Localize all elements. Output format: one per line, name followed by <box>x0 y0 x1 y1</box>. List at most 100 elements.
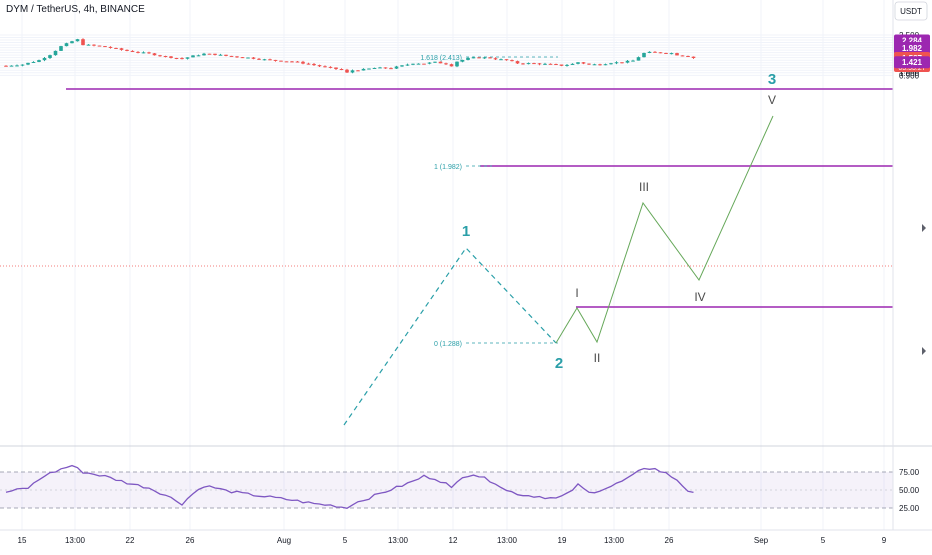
candle-body <box>548 63 553 65</box>
candle-body <box>312 63 316 66</box>
candle-body <box>449 64 454 67</box>
candle-body <box>466 57 470 60</box>
badge-1587-countdown: 03:53:27 <box>898 65 925 72</box>
candle-body <box>59 46 63 51</box>
impulse-wave-dashed <box>343 247 557 426</box>
candle-body <box>213 53 217 55</box>
candle-body <box>108 46 113 48</box>
time-tick-label: 5 <box>343 536 348 545</box>
candle-body <box>631 60 635 62</box>
time-tick-label: 9 <box>882 536 887 545</box>
candle-body <box>537 63 542 65</box>
candle-body <box>185 57 190 59</box>
candle-body <box>257 58 261 60</box>
candle-body <box>411 63 415 65</box>
candle-body <box>125 49 129 51</box>
candle-body <box>180 58 184 60</box>
candle-body <box>191 55 195 58</box>
candle-body <box>565 64 569 66</box>
candle-body <box>42 57 47 61</box>
candle-body <box>202 53 206 56</box>
candle-body <box>207 53 212 55</box>
candle-body <box>229 55 234 57</box>
currency-label: USDT <box>900 7 922 16</box>
candle-body <box>625 60 630 63</box>
candle-body <box>339 69 344 71</box>
candle-body <box>119 48 124 50</box>
candle-body <box>64 43 69 47</box>
candle-body <box>422 63 426 65</box>
candle-body <box>493 58 498 60</box>
candle-body <box>53 50 58 56</box>
candle-body <box>372 67 377 69</box>
candle-body <box>86 44 91 46</box>
candle-body <box>653 51 657 53</box>
currency-box[interactable] <box>894 1 928 21</box>
scroll-marker-upper[interactable] <box>922 224 926 232</box>
candle-body <box>350 70 355 73</box>
candle-body <box>301 61 305 64</box>
rsi-axis[interactable]: 75.00 50.00 25.00 <box>899 468 920 513</box>
scroll-marker-lower[interactable] <box>922 347 926 355</box>
candle-body <box>279 60 283 62</box>
candle-body <box>691 56 696 59</box>
time-tick-label: 26 <box>186 536 195 545</box>
symbol-title[interactable]: DYM / TetherUS, 4h, BINANCE <box>6 4 145 15</box>
candle-body <box>81 39 85 46</box>
time-tick-label: 13:00 <box>604 536 625 545</box>
time-axis[interactable]: 15 13:00 22 26 Aug 5 13:00 12 13:00 19 13:00 26 Sep 5… <box>18 536 887 545</box>
candle-body <box>554 64 558 66</box>
candle-body <box>559 64 564 66</box>
candle-body <box>295 61 300 63</box>
candle-body <box>378 67 382 69</box>
badge-1982-label: 1.982 <box>902 44 923 53</box>
time-tick-label: 22 <box>126 536 135 545</box>
candle-body <box>444 63 448 65</box>
candle-body <box>163 56 168 58</box>
candle-body <box>147 52 151 54</box>
candle-body <box>130 50 135 52</box>
candle-body <box>471 57 476 59</box>
candle-body <box>576 62 580 64</box>
candle-body <box>642 52 646 58</box>
candle-body <box>664 52 668 54</box>
badge-1982 <box>894 42 930 55</box>
wave-label-1: 1 <box>462 223 470 240</box>
time-tick-label: 15 <box>18 536 27 545</box>
candle-body <box>400 65 404 67</box>
candle-body <box>158 55 162 57</box>
candle-body <box>609 63 613 65</box>
candle-body <box>675 53 679 56</box>
time-tick-label: 13:00 <box>497 536 518 545</box>
time-tick-label: Sep <box>754 536 769 545</box>
candle-body <box>680 55 685 57</box>
candle-body <box>499 59 503 61</box>
rsi-tick-label: 50.00 <box>899 486 920 495</box>
badge-2284-label: 2.284 <box>902 36 923 45</box>
candle-body <box>438 61 443 64</box>
candle-body <box>37 60 41 62</box>
candle-body <box>92 44 96 46</box>
candle-body <box>240 57 245 59</box>
candle-body <box>306 63 311 65</box>
candle-body <box>427 62 432 64</box>
wave-label-IV: IV <box>694 290 705 304</box>
wave-label-3: 3 <box>768 71 776 88</box>
candle-body <box>70 41 74 44</box>
wave-label-I: I <box>575 286 578 300</box>
candle-body <box>97 45 102 47</box>
candle-body <box>103 46 107 48</box>
time-tick-label: 5 <box>821 536 826 545</box>
candle-body <box>273 59 278 61</box>
candle-body <box>246 57 250 59</box>
time-tick-label: 13:00 <box>65 536 86 545</box>
price-tick-label: 1.000 <box>899 69 920 78</box>
candle-body <box>235 56 239 58</box>
candle-body <box>218 54 223 56</box>
candle-body <box>251 57 256 59</box>
candle-body <box>268 59 272 61</box>
wave-label-2: 2 <box>555 355 563 372</box>
candle-body <box>477 57 481 59</box>
